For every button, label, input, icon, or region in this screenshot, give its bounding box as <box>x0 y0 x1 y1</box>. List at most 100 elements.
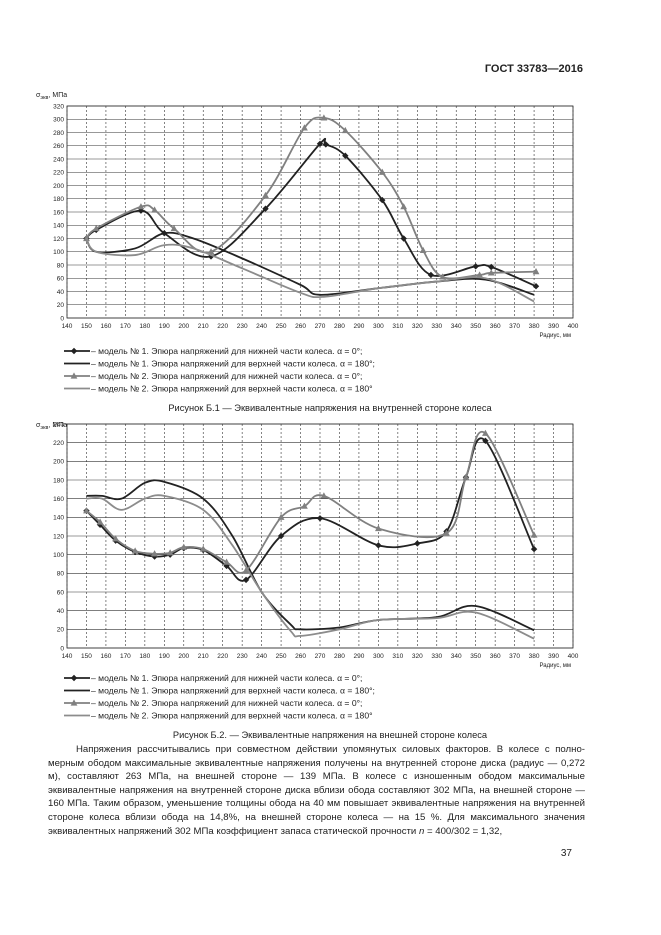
x-tick-label: 340 <box>451 323 462 330</box>
x-tick-label: 150 <box>81 653 92 660</box>
x-tick-label: 140 <box>62 323 73 330</box>
point <box>170 224 178 232</box>
point <box>301 124 308 131</box>
x-tick-label: 190 <box>159 323 170 330</box>
legend-marker <box>70 372 78 379</box>
point <box>443 529 450 536</box>
symbol: σ <box>36 92 41 99</box>
y-tick-label: 240 <box>53 421 64 428</box>
point <box>151 550 158 557</box>
point <box>378 168 386 175</box>
y-tick-label: 20 <box>57 627 65 634</box>
y-axis-label: σэкв, МПа <box>36 92 67 101</box>
y-tick-label: 200 <box>53 459 64 466</box>
x-tick-label: 270 <box>315 323 326 330</box>
point <box>532 283 540 290</box>
x-tick-label: 210 <box>198 653 209 660</box>
y-tick-label: 0 <box>60 645 64 652</box>
point <box>342 152 349 159</box>
x-tick-label: 340 <box>451 653 462 660</box>
point <box>137 203 145 210</box>
x-tick-label: 300 <box>373 653 384 660</box>
point <box>316 140 324 147</box>
x-axis-label: Радиус, мм <box>539 333 571 339</box>
text: Напряжения рассчитывались при совместном… <box>48 744 585 837</box>
y-tick-label: 220 <box>53 170 64 177</box>
legend-label: – модель № 2. Эпюра напряжений для нижне… <box>91 371 362 381</box>
y-tick-label: 80 <box>57 571 65 578</box>
point <box>341 126 349 134</box>
y-tick-label: 100 <box>53 249 64 256</box>
x-tick-label: 220 <box>217 323 228 330</box>
point <box>112 535 120 542</box>
y-tick-label: 300 <box>53 117 64 124</box>
point <box>530 545 538 553</box>
x-tick-label: 250 <box>276 653 287 660</box>
x-tick-label: 160 <box>100 653 111 660</box>
x-tick-label: 350 <box>470 323 481 330</box>
page-number: 37 <box>561 848 573 859</box>
x-tick-label: 300 <box>373 323 384 330</box>
point <box>374 524 382 532</box>
subscript: экв <box>40 425 48 431</box>
x-tick-label: 390 <box>548 323 559 330</box>
point <box>131 547 139 554</box>
point <box>487 269 495 276</box>
paragraph: Напряжения рассчитывались при совместном… <box>48 743 585 838</box>
x-tick-label: 250 <box>276 323 287 330</box>
point <box>316 515 324 522</box>
x-tick-label: 390 <box>548 653 559 660</box>
x-tick-label: 330 <box>431 323 442 330</box>
x-tick-label: 360 <box>490 323 501 330</box>
x-tick-label: 310 <box>392 323 403 330</box>
point <box>166 549 174 556</box>
legend-label: – модель № 2. Эпюра напряжений для нижне… <box>91 698 362 708</box>
x-tick-label: 370 <box>509 323 520 330</box>
point <box>530 531 538 538</box>
y-tick-label: 140 <box>53 515 64 522</box>
y-tick-label: 280 <box>53 130 64 137</box>
subscript: экв <box>40 95 48 101</box>
text: = 400/302 = 1,32, <box>424 825 503 837</box>
x-tick-label: 150 <box>81 323 92 330</box>
x-tick-label: 310 <box>392 653 403 660</box>
point <box>199 545 207 552</box>
x-tick-label: 230 <box>237 653 248 660</box>
y-tick-label: 80 <box>57 262 65 269</box>
x-tick-label: 160 <box>100 323 111 330</box>
y-tick-label: 60 <box>57 589 65 596</box>
x-tick-label: 400 <box>568 653 579 660</box>
y-tick-label: 40 <box>57 608 65 615</box>
point <box>262 205 269 212</box>
symbol: σ <box>36 422 41 429</box>
x-tick-label: 180 <box>139 323 150 330</box>
x-tick-label: 260 <box>295 653 306 660</box>
point <box>83 507 90 514</box>
point <box>96 518 104 525</box>
x-axis-label: Радиус, мм <box>539 663 571 669</box>
legend-marker <box>70 674 78 682</box>
point <box>439 273 447 280</box>
point <box>242 566 250 574</box>
y-tick-label: 40 <box>57 289 65 296</box>
x-tick-label: 380 <box>529 653 540 660</box>
legend-label: – модель № 2. Эпюра напряжений для верхн… <box>91 711 373 721</box>
symbol: n <box>418 825 425 837</box>
point <box>482 429 489 436</box>
caption: Рисунок Б.1 — Эквивалентные напряжения н… <box>168 403 492 413</box>
point <box>262 191 269 199</box>
y-tick-label: 140 <box>53 223 64 230</box>
point <box>462 473 470 480</box>
line <box>85 237 535 303</box>
x-tick-label: 400 <box>568 323 579 330</box>
x-tick-label: 230 <box>237 323 248 330</box>
y-tick-label: 120 <box>53 236 64 243</box>
point <box>322 141 330 148</box>
unit: , МПа <box>48 422 67 429</box>
x-tick-label: 220 <box>217 653 228 660</box>
y-tick-label: 200 <box>53 183 64 190</box>
point <box>96 521 104 528</box>
point <box>419 246 427 254</box>
point <box>488 263 495 271</box>
